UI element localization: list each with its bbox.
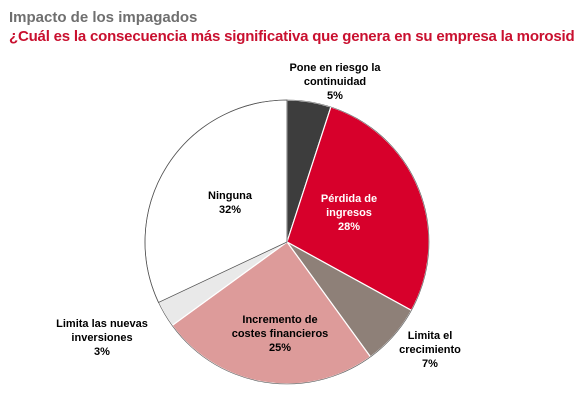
chart-question: ¿Cuál es la consecuencia más significati… (9, 28, 574, 45)
pie-slices (144, 99, 430, 385)
chart-header: Impacto de los impagados ¿Cuál es la con… (9, 8, 574, 46)
slice-label: Limita el crecimiento 7% (399, 330, 461, 370)
chart-kicker: Impacto de los impagados (9, 9, 198, 26)
pie-labels: Pone en riesgo la continuidad 5% Pérdida de… (56, 62, 461, 370)
pie-outline (144, 99, 430, 385)
slice-label: Limita las nuevas inversiones 3% (56, 318, 148, 358)
slice-label: Pone en riesgo la continuidad 5% (289, 62, 381, 102)
slice-label: Ninguna 32% (208, 190, 253, 216)
slice-label: Incremento de costes financieros 25% (232, 314, 329, 354)
slice-label: Pérdida de ingresos 28% (321, 193, 377, 233)
